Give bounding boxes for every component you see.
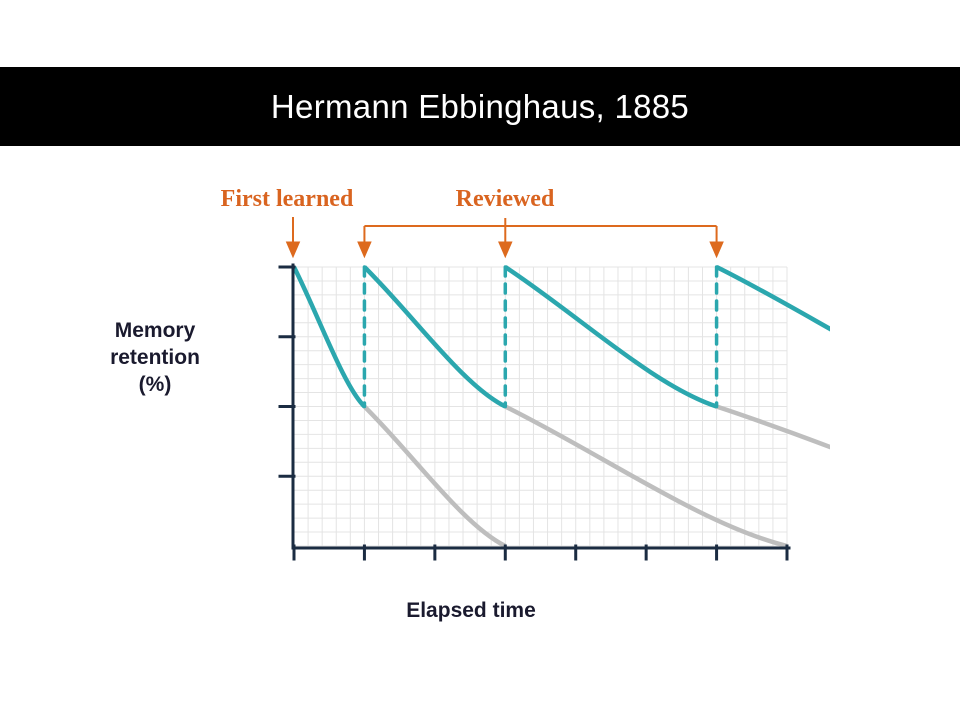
svg-text:First learned: First learned — [221, 186, 354, 212]
svg-text:(%): (%) — [139, 373, 172, 396]
svg-text:Reviewed: Reviewed — [456, 186, 555, 212]
svg-text:Elapsed time: Elapsed time — [406, 599, 536, 622]
svg-text:Memory: Memory — [115, 319, 196, 342]
svg-text:retention: retention — [110, 346, 200, 369]
